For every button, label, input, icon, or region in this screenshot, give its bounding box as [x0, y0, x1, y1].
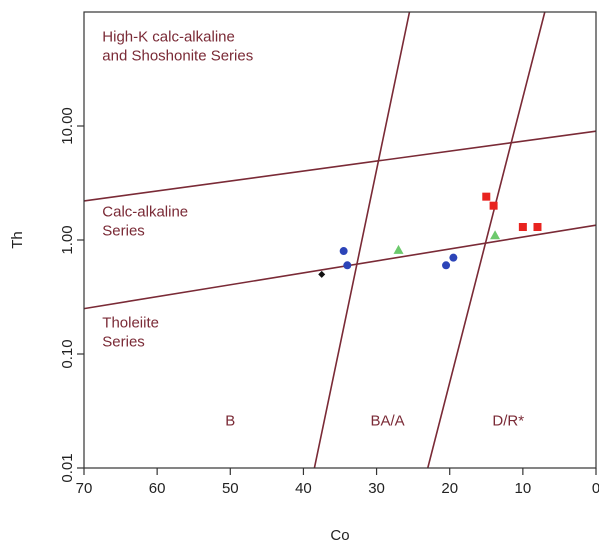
circle-point — [442, 261, 451, 270]
square-point — [489, 201, 498, 210]
x-tick-label: 70 — [76, 480, 93, 497]
boundary-b-ba-a — [313, 12, 411, 468]
circle-point — [449, 253, 458, 262]
region-label: Calc-alkaline Series — [102, 204, 188, 240]
boundary-lines — [84, 12, 596, 468]
x-axis: 70 60 50 40 30 20 10 0 — [76, 468, 599, 497]
x-axis-label: Co — [330, 527, 349, 544]
region-label-line: High-K calc-alkaline — [102, 29, 235, 46]
region-label-line: and Shoshonite Series — [102, 48, 253, 65]
region-label: High-K calc-alkaline and Shoshonite Serie… — [102, 29, 253, 65]
x-tick-label: 50 — [222, 480, 239, 497]
region-label: BA/A — [370, 413, 404, 430]
region-label-line: Series — [102, 334, 145, 351]
y-axis: 0.01 0.10 1.00 10.00 — [59, 107, 84, 483]
square-point — [482, 192, 491, 201]
data-points — [318, 192, 542, 278]
y-tick-label: 1.00 — [59, 225, 76, 254]
y-tick-label: 10.00 — [59, 107, 76, 145]
boundary-ba-a-d-r — [426, 12, 546, 468]
diamond-point — [318, 270, 326, 278]
y-axis-label: Th — [9, 231, 26, 249]
x-tick-label: 0 — [592, 480, 599, 497]
region-label: Tholeiite Series — [102, 315, 159, 351]
region-label-line: B — [225, 413, 235, 430]
region-label-line: D/R* — [492, 413, 524, 430]
square-point — [518, 223, 527, 232]
region-label-line: Series — [102, 223, 145, 240]
x-tick-label: 60 — [149, 480, 166, 497]
x-tick-label: 40 — [295, 480, 312, 497]
triangle-point — [490, 230, 501, 240]
boundary-calc-alkaline-high-k — [84, 130, 596, 202]
plot-frame — [83, 11, 597, 469]
region-label: B — [225, 413, 235, 430]
circle-point — [343, 261, 352, 270]
circle-point — [339, 247, 348, 256]
region-label-line: Tholeiite — [102, 315, 159, 332]
region-label-line: BA/A — [370, 413, 404, 430]
square-point — [533, 223, 542, 232]
x-tick-label: 20 — [441, 480, 458, 497]
region-label: D/R* — [492, 413, 524, 430]
region-labels: High-K calc-alkaline and Shoshonite Serie… — [102, 29, 524, 430]
y-tick-label: 0.01 — [59, 453, 76, 482]
x-tick-label: 30 — [368, 480, 385, 497]
x-tick-label: 10 — [515, 480, 532, 497]
region-label-line: Calc-alkaline — [102, 204, 188, 221]
y-tick-label: 0.10 — [59, 339, 76, 368]
triangle-point — [393, 244, 404, 254]
boundary-tholeiite-calc-alkaline — [84, 224, 596, 310]
